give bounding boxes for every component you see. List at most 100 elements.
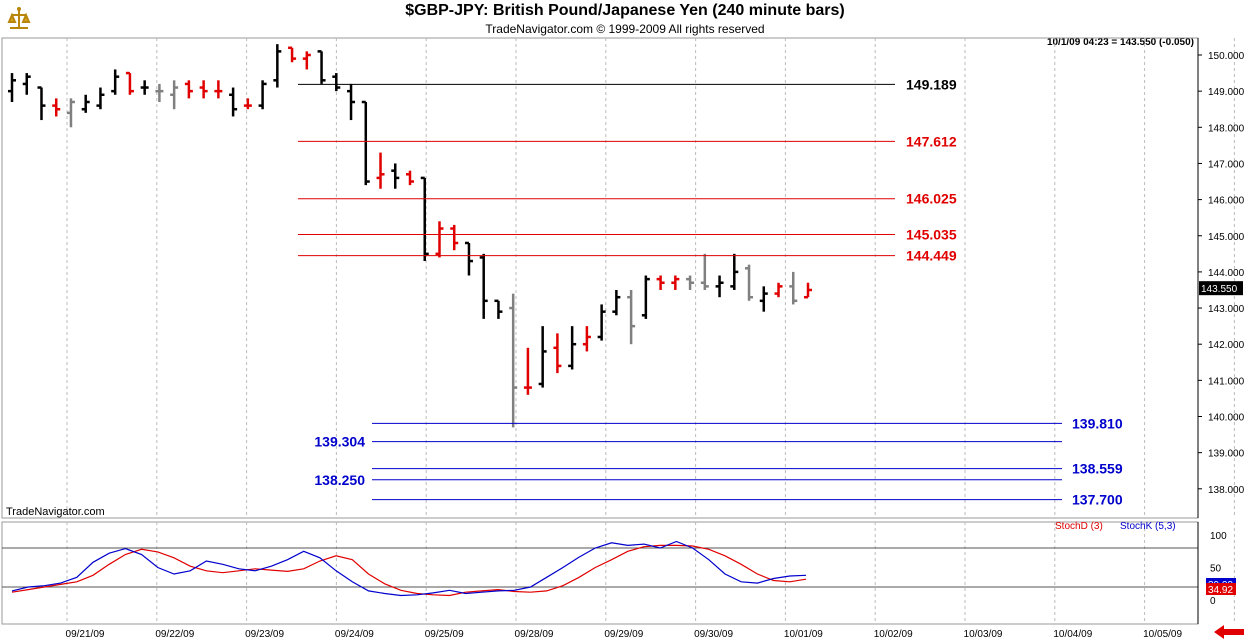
ohlc-bar: [214, 80, 223, 99]
level-label: 138.250: [314, 472, 365, 488]
ohlc-bar: [243, 98, 252, 110]
ohlc-bar: [568, 326, 577, 370]
watermark-label: TradeNavigator.com: [6, 506, 105, 518]
ohlc-bar: [804, 282, 812, 299]
ohlc-bar: [332, 73, 341, 92]
ohlc-bar: [199, 80, 208, 99]
x-axis-tick-label: 10/03/09: [964, 629, 1003, 640]
ohlc-bar: [420, 176, 429, 262]
ohlc-bar: [317, 50, 326, 84]
y-axis-tick-label: 141.000: [1208, 376, 1245, 387]
chart-title: $GBP-JPY: British Pound/Japanese Yen (24…: [405, 2, 845, 19]
x-axis-tick-label: 09/21/09: [66, 629, 105, 640]
y-axis-tick-label: 150.000: [1208, 51, 1245, 62]
ohlc-bar: [494, 299, 503, 319]
level-label: 139.304: [314, 434, 365, 450]
x-axis-tick-label: 10/04/09: [1053, 629, 1092, 640]
ohlc-bar: [745, 264, 754, 301]
level-label: 145.035: [906, 226, 957, 242]
ohlc-bar: [435, 221, 444, 258]
y-axis-tick-label: 144.000: [1208, 268, 1245, 279]
x-axis-tick-label: 09/30/09: [694, 629, 733, 640]
ohlc-bar: [111, 69, 120, 95]
y-axis-tick-label: 147.000: [1208, 159, 1245, 170]
trade-navigator-logo-icon[interactable]: [4, 4, 34, 34]
ohlc-bar: [81, 94, 90, 113]
y-axis-tick-label: 148.000: [1208, 123, 1245, 134]
ohlc-bar: [37, 86, 46, 121]
ohlc-bar: [627, 289, 636, 345]
level-label: 137.700: [1072, 492, 1123, 508]
level-label: 146.025: [906, 191, 957, 207]
y-axis-tick-label: 140.000: [1208, 413, 1245, 424]
level-label: 147.612: [906, 133, 957, 149]
ohlc-bar: [391, 163, 400, 189]
stochastic-series-line: [11, 544, 807, 597]
stochastic-tick-label: 50: [1210, 564, 1222, 575]
x-axis-tick-label: 09/24/09: [335, 629, 374, 640]
ohlc-bar: [96, 87, 105, 110]
x-axis-tick-label: 10/01/09: [784, 629, 823, 640]
last-price-label: 143.550: [1201, 284, 1238, 295]
level-label: 144.449: [906, 248, 957, 264]
ohlc-bar: [730, 253, 739, 290]
stochastic-series-line: [11, 540, 807, 597]
ohlc-bar: [553, 333, 562, 374]
ohlc-bar: [450, 224, 459, 251]
ohlc-bar: [406, 170, 414, 186]
ohlc-bar: [52, 98, 61, 117]
stochd-value-label: 34.92: [1208, 585, 1233, 596]
stochastic-legend-label: StochK (5,3): [1120, 521, 1176, 532]
ohlc-bar: [715, 275, 724, 298]
y-axis-tick-label: 139.000: [1208, 449, 1245, 460]
x-axis-tick-label: 09/23/09: [245, 629, 284, 640]
copyright-subtitle: TradeNavigator.com © 1999-2009 All right…: [485, 22, 765, 36]
ohlc-bar: [302, 51, 311, 70]
ohlc-bar: [288, 46, 297, 63]
ohlc-bar: [774, 282, 783, 298]
ohlc-bar: [258, 80, 267, 110]
last-price-badge: [1199, 281, 1243, 296]
y-axis-tick-label: 145.000: [1208, 232, 1245, 243]
ohlc-bar: [229, 87, 238, 117]
price-readout: 10/1/09 04:23 = 143.550 (-0.050): [1046, 37, 1194, 48]
ohlc-bar: [155, 83, 164, 102]
ohlc-bar: [700, 253, 709, 290]
ohlc-bar: [759, 286, 768, 312]
y-axis-tick-label: 142.000: [1208, 340, 1245, 351]
y-axis-tick-label: 138.000: [1208, 485, 1245, 496]
ohlc-bar: [582, 326, 591, 352]
stochd-value-badge: [1206, 583, 1236, 595]
back-arrow-icon[interactable]: [1214, 625, 1244, 639]
ohlc-bar: [22, 73, 31, 95]
ohlc-bar: [509, 293, 518, 428]
x-axis-tick-label: 09/22/09: [155, 629, 194, 640]
ohlc-bar: [464, 241, 473, 276]
y-axis-tick-label: 149.000: [1208, 87, 1245, 98]
ohlc-bar: [184, 80, 193, 99]
ohlc-bar: [376, 152, 385, 189]
ohlc-bar: [66, 98, 75, 128]
x-axis-tick-label: 09/28/09: [515, 629, 554, 640]
ohlc-bar: [612, 289, 621, 316]
x-axis-tick-label: 09/25/09: [425, 629, 464, 640]
stochastic-tick-label: 0: [1210, 596, 1216, 607]
ohlc-bar: [789, 271, 798, 305]
stochastic-legend-label: StochD (3): [1055, 521, 1103, 532]
price-panel-frame: [1, 37, 1199, 519]
ohlc-bar: [597, 304, 606, 341]
ohlc-bar: [538, 326, 547, 388]
ohlc-bar: [125, 71, 134, 95]
level-label: 139.810: [1072, 415, 1123, 431]
ohlc-bar: [686, 275, 695, 290]
ohlc-bar: [523, 347, 532, 395]
x-axis-tick-label: 09/29/09: [604, 629, 643, 640]
ohlc-bar: [671, 275, 680, 290]
ohlc-bar: [8, 73, 16, 102]
ohlc-bar: [347, 83, 356, 121]
x-axis-tick-label: 10/02/09: [874, 629, 913, 640]
ohlc-bar: [361, 100, 370, 186]
stochastic-tick-label: 100: [1210, 531, 1227, 542]
